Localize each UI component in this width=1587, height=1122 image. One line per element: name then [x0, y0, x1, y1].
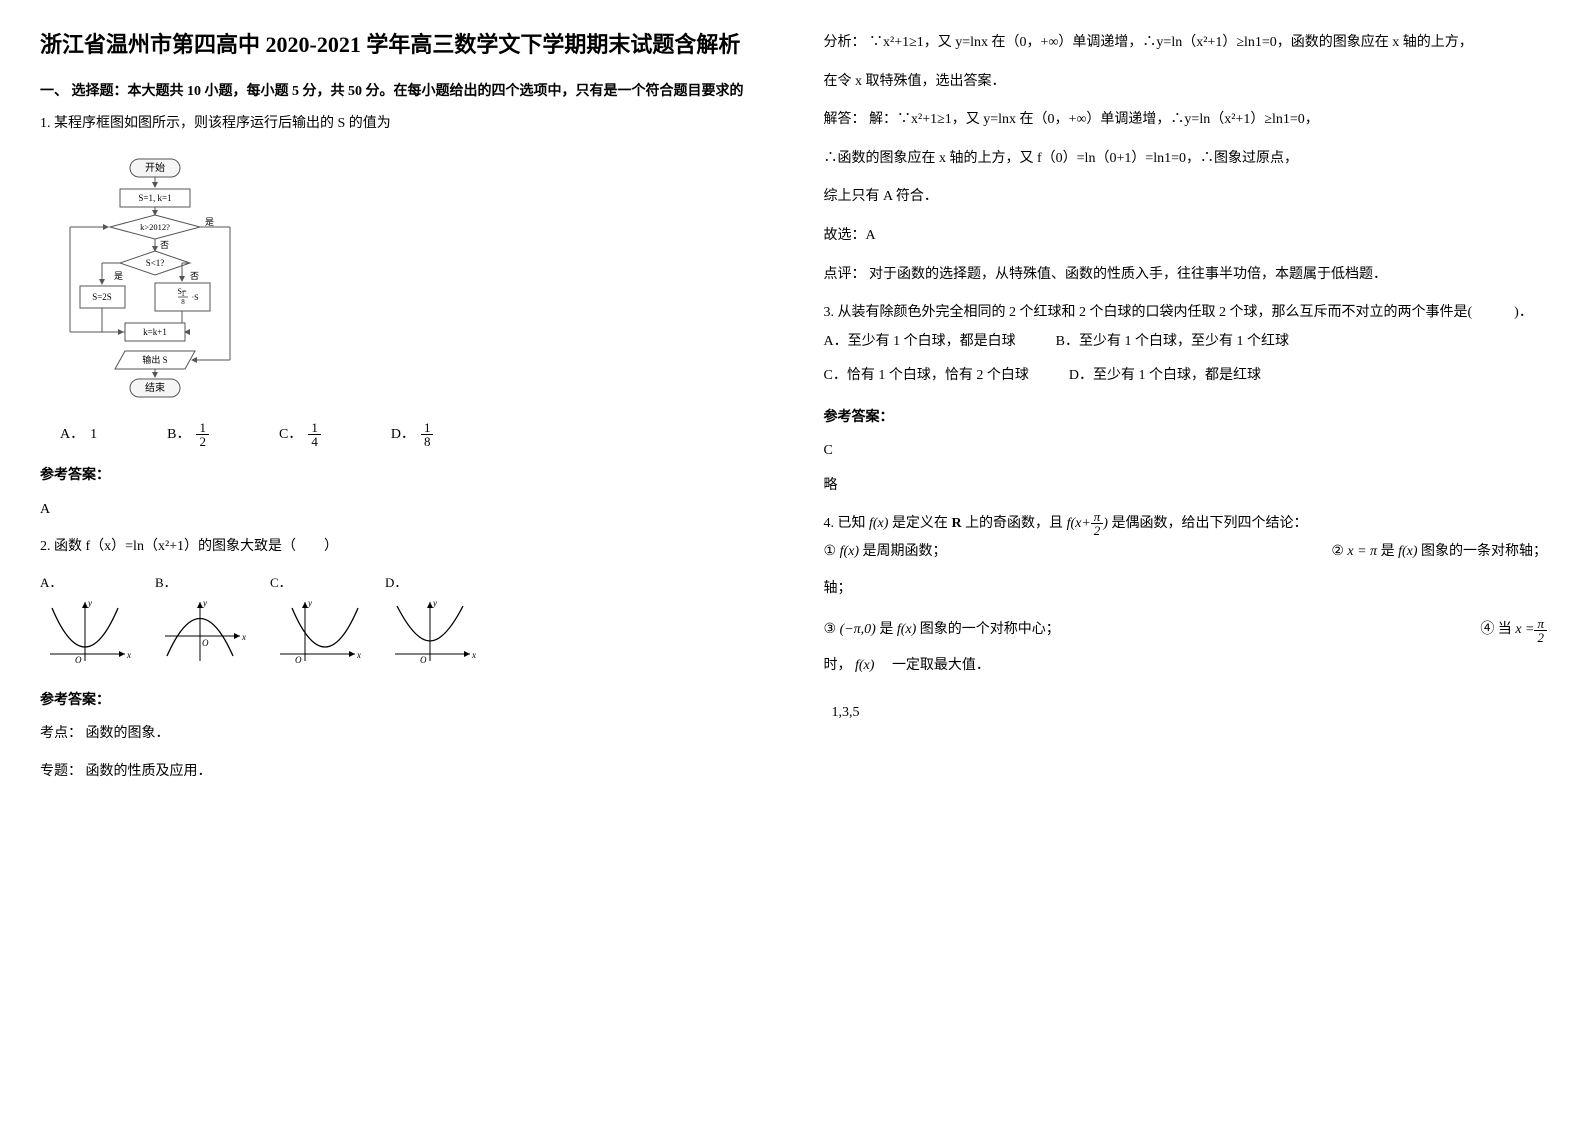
q2-jieda1: 解答： 解：∵x²+1≥1，又 y=lnx 在（0，+∞）单调递增，∴y=ln（… — [824, 107, 1548, 134]
question-1: 1. 某程序框图如图所示，则该程序运行后输出的 S 的值为 开始 S=1, k=… — [40, 111, 764, 522]
q3-answer: C — [824, 438, 1548, 463]
question-2: 2. 函数 f（x）=ln（x²+1）的图象大致是（ ） A． x y O — [40, 534, 764, 786]
q1-flowchart: 开始 S=1, k=1 k>2012? 否 是 S<1? 是 — [60, 151, 764, 406]
fc-init: S=1, k=1 — [138, 193, 171, 203]
fc-cond1: k>2012? — [140, 222, 170, 232]
q3-opt-d: D．至少有 1 个白球，都是红球 — [1069, 359, 1261, 393]
fc-no2: 否 — [190, 271, 199, 281]
fc-cond2: S<1? — [146, 258, 165, 268]
fx-icon: f(x) — [869, 516, 888, 531]
question-3: 3. 从装有除颜色外完全相同的 2 个红球和 2 个白球的口袋内任取 2 个球，… — [824, 300, 1548, 498]
svg-text:1: 1 — [181, 290, 185, 298]
svg-text:x: x — [241, 632, 246, 642]
q1-answer: A — [40, 497, 764, 522]
q1-opt-c-frac: 1 4 — [308, 421, 321, 448]
q1-opt-a: A． 1 — [60, 422, 97, 447]
q3-opt-c: C．恰有 1 个白球，恰有 2 个白球 — [824, 359, 1029, 393]
q4-s1: ① f(x) 是周期函数； — [824, 537, 947, 568]
left-column: 浙江省温州市第四高中 2020-2021 学年高三数学文下学期期末试题含解析 一… — [40, 30, 764, 798]
svg-text:O: O — [75, 655, 82, 665]
q4-footer: 1,3,5 — [832, 700, 1548, 725]
q2-fenxi: 分析： ∵x²+1≥1，又 y=lnx 在（0，+∞）单调递增，∴y=ln（x²… — [824, 30, 1548, 57]
q2-fenxi2: 在令 x 取特殊值，选出答案． — [824, 69, 1548, 96]
q1-opt-c-label: C． — [279, 422, 302, 447]
svg-text:y: y — [87, 598, 92, 608]
q2-answer-label: 参考答案： — [40, 688, 764, 713]
q2-text: 2. 函数 f（x）=ln（x²+1）的图象大致是（ ） — [40, 534, 764, 559]
q4-s2-cont: 轴； — [824, 574, 1548, 605]
q3-options: A．至少有 1 个白球，都是白球 B．至少有 1 个白球，至少有 1 个红球 C… — [824, 325, 1548, 392]
q1-opt-b-label: B． — [167, 422, 190, 447]
svg-text:x: x — [126, 650, 131, 660]
q1-opt-b: B． 1 2 — [167, 421, 209, 448]
q1-opt-d-label: D． — [391, 422, 415, 447]
q4-s3: ③ (−π,0) 是 f(x) 图象的一个对称中心； — [824, 615, 1060, 646]
q1-text: 1. 某程序框图如图所示，则该程序运行后输出的 S 的值为 — [40, 111, 764, 136]
svg-text:x: x — [356, 650, 361, 660]
svg-text:y: y — [432, 598, 437, 608]
svg-text:x: x — [471, 650, 476, 660]
zhuanti-label: 专题： — [40, 764, 82, 779]
q2-graph-d: D． x y O — [385, 571, 480, 676]
fc-out: 输出 S — [142, 354, 167, 365]
fc-kpp: k=k+1 — [143, 327, 167, 337]
dianping-label: 点评： — [824, 267, 866, 282]
page-container: 浙江省温州市第四高中 2020-2021 学年高三数学文下学期期末试题含解析 一… — [40, 30, 1547, 798]
svg-text:O: O — [295, 655, 302, 665]
question-4: 4. 已知 f(x) 是定义在 R 上的奇函数，且 f(x+π2) 是偶函数，给… — [824, 510, 1548, 725]
svg-text:y: y — [202, 598, 207, 608]
q1-opt-d-frac: 1 8 — [421, 421, 434, 448]
q3-answer-label: 参考答案： — [824, 405, 1548, 430]
q1-opt-a-text: 1 — [90, 422, 97, 447]
dianping-text: 对于函数的选择题，从特殊值、函数的性质入手，往往事半功倍，本题属于低档题． — [869, 267, 1387, 282]
q4-s4b: 时， f(x) 一定取最大值． — [824, 651, 1548, 682]
jieda-label: 解答： — [824, 112, 866, 127]
fc-start: 开始 — [145, 161, 165, 174]
q3-opt-b: B．至少有 1 个白球，至少有 1 个红球 — [1056, 325, 1289, 359]
q1-opt-b-frac: 1 2 — [196, 421, 209, 448]
q2-jieda4: 故选：A — [824, 223, 1548, 250]
q2-dianping: 点评： 对于函数的选择题，从特殊值、函数的性质入手，往往事半功倍，本题属于低档题… — [824, 262, 1548, 289]
q2-graph-b: B． x y O — [155, 571, 250, 676]
q4-s2: ② x = π 是 f(x) 图象的一条对称轴； — [1331, 537, 1547, 568]
right-column: 分析： ∵x²+1≥1，又 y=lnx 在（0，+∞）单调递增，∴y=ln（x²… — [824, 30, 1548, 798]
section-1-title: 一、 选择题：本大题共 10 小题，每小题 5 分，共 50 分。在每小题给出的… — [40, 81, 764, 103]
q4-s4a: ④ 当 x = π2 — [1480, 615, 1547, 646]
q1-opt-a-label: A． — [60, 422, 84, 447]
q2-zhuanti: 专题： 函数的性质及应用． — [40, 759, 764, 786]
q2-kaodian: 考点： 函数的图象． — [40, 721, 764, 748]
q2-graph-c: C． x y O — [270, 571, 365, 676]
q4-text: 4. 已知 f(x) 是定义在 R 上的奇函数，且 f(x+π2) 是偶函数，给… — [824, 510, 1548, 537]
q3-opt-a: A．至少有 1 个白球，都是白球 — [824, 325, 1016, 359]
q2-jieda3: 综上只有 A 符合． — [824, 184, 1548, 211]
fx-shift-icon: f(x+π2) — [1067, 510, 1108, 537]
svg-text:O: O — [202, 638, 209, 648]
svg-text:8: 8 — [181, 298, 185, 306]
fc-yes2: 是 — [114, 271, 123, 281]
q1-opt-c: C． 1 4 — [279, 421, 321, 448]
q1-answer-label: 参考答案： — [40, 463, 764, 488]
kaodian-text: 函数的图象． — [86, 726, 170, 741]
fc-end: 结束 — [145, 381, 165, 394]
q2-graph-a: A． x y O — [40, 571, 135, 676]
zhuanti-text: 函数的性质及应用． — [86, 764, 212, 779]
q2-graph-options: A． x y O B． — [40, 571, 764, 676]
q1-opt-d: D． 1 8 — [391, 421, 434, 448]
q2-jieda2: ∴函数的图象应在 x 轴的上方，又 f（0）=ln（0+1）=ln1=0，∴图象… — [824, 146, 1548, 173]
q3-text: 3. 从装有除颜色外完全相同的 2 个红球和 2 个白球的口袋内任取 2 个球，… — [824, 300, 1548, 325]
fc-no1: 否 — [160, 240, 169, 250]
fenxi-text: ∵x²+1≥1，又 y=lnx 在（0，+∞）单调递增，∴y=ln（x²+1）≥… — [869, 35, 1473, 50]
q4-statements: ① f(x) 是周期函数； ② x = π 是 f(x) 图象的一条对称轴； 轴… — [824, 537, 1548, 682]
jieda1-text: 解：∵x²+1≥1，又 y=lnx 在（0，+∞）单调递增，∴y=ln（x²+1… — [869, 112, 1319, 127]
fc-s2s: S=2S — [92, 292, 112, 302]
svg-text:O: O — [420, 655, 427, 665]
q3-lue: 略 — [824, 473, 1548, 498]
document-title: 浙江省温州市第四高中 2020-2021 学年高三数学文下学期期末试题含解析 — [40, 30, 764, 61]
svg-text:y: y — [307, 598, 312, 608]
fc-yes1: 是 — [205, 217, 214, 227]
svg-text:·S: ·S — [191, 293, 198, 302]
fenxi-label: 分析： — [824, 35, 866, 50]
kaodian-label: 考点： — [40, 726, 82, 741]
q1-options: A． 1 B． 1 2 C． 1 4 — [60, 421, 764, 448]
